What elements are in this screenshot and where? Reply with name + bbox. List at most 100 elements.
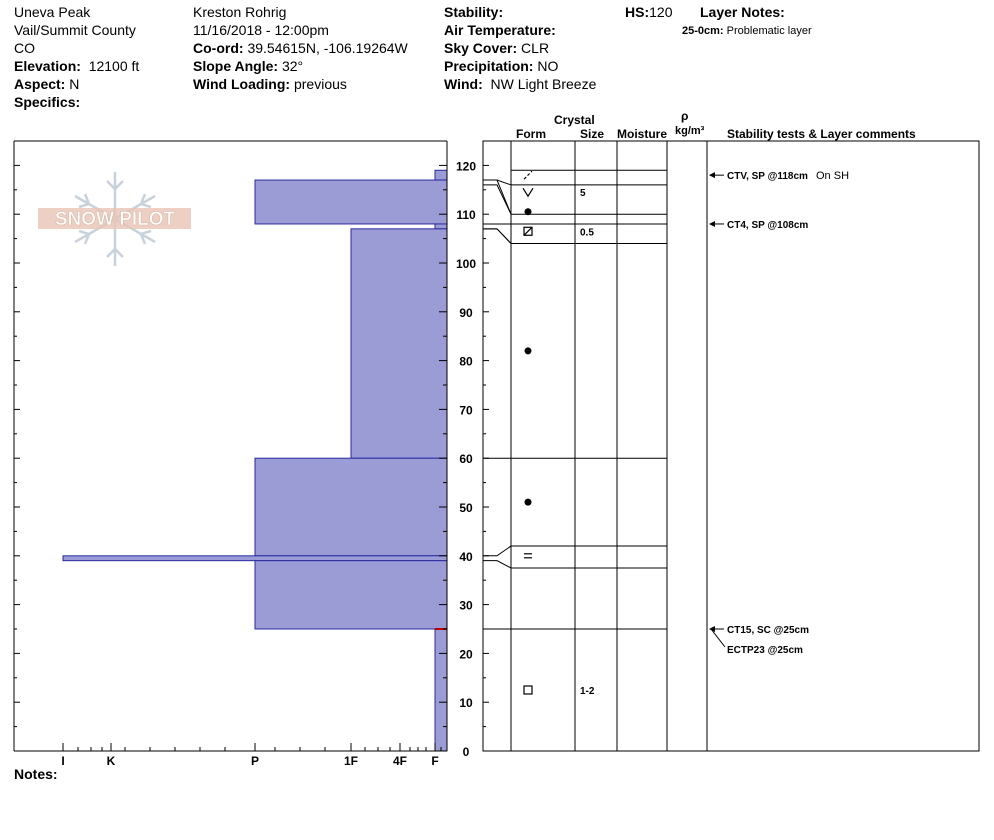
aspect-label: Aspect: [14,76,66,92]
stability-label: Stability: [444,4,504,20]
table-frame [482,140,980,752]
stability-test-1: CT4, SP @108cm [727,220,808,231]
specifics: Specifics: [14,93,80,111]
precipitation: Precipitation: NO [444,57,558,75]
hardness-label-K: K [107,754,116,768]
layer-note-range: 25-0cm: [682,25,724,37]
wind-loading: Wind Loading: previous [193,75,347,93]
facet-square [523,685,533,695]
precip-label: Precipitation: [444,58,534,74]
wind-loading-value: previous [293,76,347,92]
rounded-grain-dot [524,498,532,506]
stability: Stability: [444,3,503,21]
density-header: kg/m³ [675,122,704,140]
stability-test-2: CT15, SC @25cm [727,625,809,636]
aspect-value: N [69,76,80,92]
wind-loading-label: Wind Loading: [193,76,291,92]
elevation-label: Elevation: [14,58,81,74]
hardness-bar-5 [62,555,448,562]
layer-row-line-2 [483,184,667,215]
hs-value: 120 [649,4,673,20]
crystal-decomposing-fragments-icon [523,170,533,180]
rho-header-text: ρ [681,109,689,123]
notes: Notes: [14,765,58,783]
depth-label-40: 40 [459,550,473,564]
form-header: Form [516,125,546,143]
depth-label-10: 10 [459,696,473,710]
facet-rounded-square [523,226,533,236]
crystal-header: Crystal [554,111,595,129]
moisture-header-text: Moisture [617,127,668,141]
layer-note: 25-0cm: Problematic layer [682,22,812,40]
depth-axis: 0 10 20 30 40 50 60 70 80 90 100 110 120 [14,159,489,759]
layer-note-text: Problematic layer [726,25,812,37]
depth-label-50: 50 [459,501,473,515]
wind-value: NW Light Breeze [490,76,597,92]
crystal-symbols: 5 0.5 1-2 [522,170,595,697]
facet-rounded-slash [523,226,533,236]
layer-notes: Layer Notes: [700,3,785,21]
slope-label: Slope Angle: [193,58,279,74]
hardness-label-4F: 4F [393,754,407,768]
fragment-shape [523,170,533,180]
stability-tests: CTV, SP @118cm On SH CT4, SP @108cm CT15, S… [709,170,849,656]
hardness-bar-0 [434,169,448,181]
hardness-bar-2 [434,223,448,230]
coord-value: 39.54615N, -106.19264W [247,40,408,56]
layer-connector-extra-1 [483,228,512,244]
air-temp-label: Air Temperature: [444,22,556,38]
stability-comment-0: On SH [816,170,849,182]
crystal-size-1: 5 [580,188,586,199]
rounded-grain-dot [524,347,532,355]
size-header: Size [580,125,604,143]
precip-value: NO [537,58,559,74]
elevation: Elevation: 12100 ft [14,57,139,75]
hardness-bar-4 [254,457,448,557]
hardness-layers [62,169,448,752]
region: Vail/Summit County [14,22,136,38]
stability-test-0: CTV, SP @118cm [727,171,808,182]
hardness-label-I: I [61,754,64,768]
layer-connector-extra-0 [483,179,512,215]
depth-label-80: 80 [459,355,473,369]
layer-row-line-6 [483,545,667,557]
crystal-rounded-grains-icon [524,498,532,506]
depth-label-120: 120 [456,159,476,173]
aspect: Aspect: N [14,75,79,93]
depth-label-60: 60 [459,452,473,466]
hardness-bar-7 [434,628,448,752]
state: CO [14,40,35,56]
sky-label: Sky Cover: [444,40,518,56]
size-header-text: Size [580,127,605,141]
stability-header: Stability tests & Layer comments [727,125,916,143]
elevation-value: 12100 ft [88,58,140,74]
stability-header-text: Stability tests & Layer comments [727,127,916,141]
layer-notes-label: Layer Notes: [700,4,785,20]
notes-label: Notes: [14,766,58,782]
density-header-text: kg/m³ [675,125,705,137]
depth-label-30: 30 [459,599,473,613]
surface-hoar-shape [522,187,534,198]
crystal-crust-icon [524,553,532,559]
stability-arrow-2 [709,626,715,632]
hs-label: HS: [625,4,650,20]
air-temperature: Air Temperature: [444,21,556,39]
depth-label-0: 0 [463,745,470,759]
stability-leader-3 [710,628,726,648]
wind-label: Wind: [444,76,483,92]
crystal-faceted-rounded-icon [523,226,533,236]
hardness-label-F: F [431,754,438,768]
hardness-bar-1 [254,179,448,225]
depth-label-70: 70 [459,403,473,417]
coord: Co-ord: 39.54615N, -106.19264W [193,39,408,57]
stability-arrow-1 [709,220,715,227]
form-header-text: Form [516,127,546,141]
stability-arrow-0 [709,172,715,179]
crystal-surface-hoar-icon [522,187,534,198]
depth-label-90: 90 [459,306,473,320]
crystal-faceted-crystals-icon [523,685,533,695]
crystal-size-3: 0.5 [580,227,594,238]
datetime: 11/16/2018 - 12:00pm [193,22,329,38]
coord-label: Co-ord: [193,40,244,56]
